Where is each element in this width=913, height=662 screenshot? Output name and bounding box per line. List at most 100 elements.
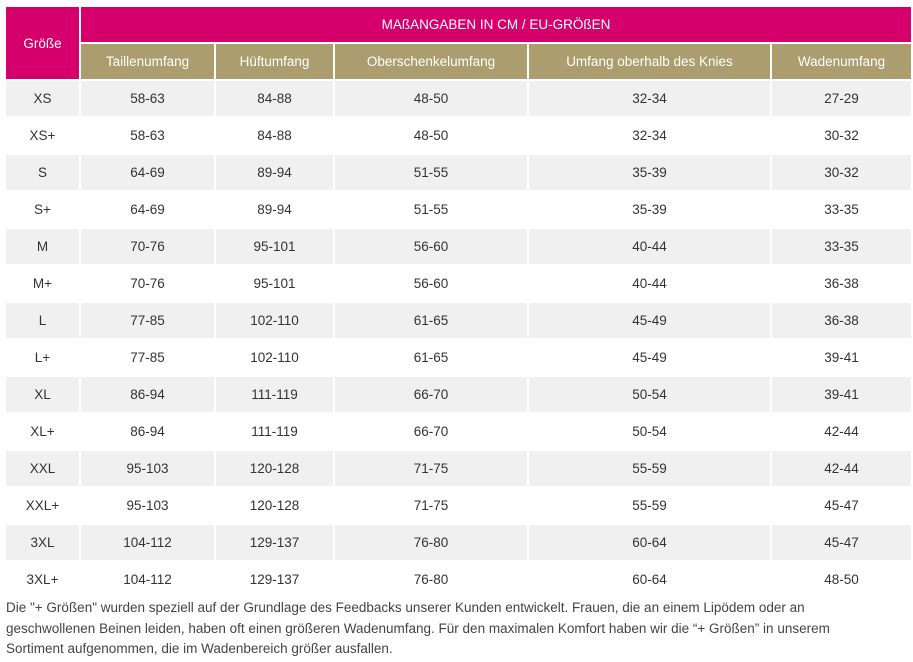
waist-cell: 70-76 (81, 266, 216, 303)
thigh-cell: 48-50 (335, 118, 529, 155)
size-cell: S (6, 155, 81, 192)
size-cell: 3XL+ (6, 562, 81, 599)
hip-cell: 129-137 (216, 525, 335, 562)
calf-cell: 33-35 (772, 229, 912, 266)
thigh-cell: 66-70 (335, 414, 529, 451)
waist-cell: 77-85 (81, 303, 216, 340)
calf-cell: 36-38 (772, 266, 912, 303)
hip-cell: 84-88 (216, 118, 335, 155)
table-row: L 77-85 102-110 61-65 45-49 36-38 (6, 303, 912, 340)
size-cell: L+ (6, 340, 81, 377)
thigh-cell: 56-60 (335, 266, 529, 303)
calf-cell: 36-38 (772, 303, 912, 340)
table-row: M+ 70-76 95-101 56-60 40-44 36-38 (6, 266, 912, 303)
calf-cell: 45-47 (772, 525, 912, 562)
calf-cell: 48-50 (772, 562, 912, 599)
size-cell: XL (6, 377, 81, 414)
thigh-cell: 51-55 (335, 155, 529, 192)
size-cell: XXL+ (6, 488, 81, 525)
thigh-cell: 61-65 (335, 340, 529, 377)
thigh-cell: 51-55 (335, 192, 529, 229)
hip-cell: 95-101 (216, 266, 335, 303)
table-row: 3XL 104-112 129-137 76-80 60-64 45-47 (6, 525, 912, 562)
thigh-cell: 48-50 (335, 81, 529, 118)
hip-cell: 120-128 (216, 451, 335, 488)
table-row: XS 58-63 84-88 48-50 32-34 27-29 (6, 81, 912, 118)
hip-cell: 89-94 (216, 155, 335, 192)
waist-cell: 77-85 (81, 340, 216, 377)
measurements-group-header: MAßANGABEN IN CM / EU-GRÖßEN (81, 7, 912, 44)
thigh-cell: 56-60 (335, 229, 529, 266)
above-knee-cell: 40-44 (529, 266, 772, 303)
hip-cell: 120-128 (216, 488, 335, 525)
waist-cell: 70-76 (81, 229, 216, 266)
table-row: L+ 77-85 102-110 61-65 45-49 39-41 (6, 340, 912, 377)
thigh-cell: 66-70 (335, 377, 529, 414)
size-cell: L (6, 303, 81, 340)
above-knee-cell: 40-44 (529, 229, 772, 266)
hip-cell: 129-137 (216, 562, 335, 599)
waist-cell: 104-112 (81, 525, 216, 562)
waist-cell: 86-94 (81, 377, 216, 414)
hip-cell: 95-101 (216, 229, 335, 266)
calf-cell: 30-32 (772, 155, 912, 192)
waist-cell: 64-69 (81, 192, 216, 229)
table-row: XL+ 86-94 111-119 66-70 50-54 42-44 (6, 414, 912, 451)
thigh-cell: 76-80 (335, 525, 529, 562)
footnote-text: Die "+ Größen" wurden speziell auf der G… (6, 600, 830, 656)
calf-cell: 42-44 (772, 451, 912, 488)
table-row: 3XL+ 104-112 129-137 76-80 60-64 48-50 (6, 562, 912, 599)
size-cell: M+ (6, 266, 81, 303)
waist-cell: 104-112 (81, 562, 216, 599)
hip-cell: 102-110 (216, 340, 335, 377)
column-header-calf: Wadenumfang (772, 44, 912, 81)
table-row: XS+ 58-63 84-88 48-50 32-34 30-32 (6, 118, 912, 155)
size-cell: 3XL (6, 525, 81, 562)
size-cell: XS+ (6, 118, 81, 155)
table-row: M 70-76 95-101 56-60 40-44 33-35 (6, 229, 912, 266)
above-knee-cell: 50-54 (529, 414, 772, 451)
size-cell: S+ (6, 192, 81, 229)
calf-cell: 39-41 (772, 340, 912, 377)
calf-cell: 33-35 (772, 192, 912, 229)
thigh-cell: 71-75 (335, 451, 529, 488)
calf-cell: 45-47 (772, 488, 912, 525)
table-row: S+ 64-69 89-94 51-55 35-39 33-35 (6, 192, 912, 229)
calf-cell: 30-32 (772, 118, 912, 155)
calf-cell: 27-29 (772, 81, 912, 118)
waist-cell: 95-103 (81, 451, 216, 488)
waist-cell: 58-63 (81, 118, 216, 155)
waist-cell: 95-103 (81, 488, 216, 525)
table-row: XL 86-94 111-119 66-70 50-54 39-41 (6, 377, 912, 414)
size-cell: XS (6, 81, 81, 118)
above-knee-cell: 45-49 (529, 303, 772, 340)
size-cell: XL+ (6, 414, 81, 451)
column-header-above-knee: Umfang oberhalb des Knies (529, 44, 772, 81)
waist-cell: 86-94 (81, 414, 216, 451)
above-knee-cell: 35-39 (529, 192, 772, 229)
above-knee-cell: 45-49 (529, 340, 772, 377)
table-row: XXL 95-103 120-128 71-75 55-59 42-44 (6, 451, 912, 488)
above-knee-cell: 60-64 (529, 525, 772, 562)
hip-cell: 111-119 (216, 377, 335, 414)
above-knee-cell: 32-34 (529, 118, 772, 155)
hip-cell: 89-94 (216, 192, 335, 229)
hip-cell: 102-110 (216, 303, 335, 340)
above-knee-cell: 60-64 (529, 562, 772, 599)
thigh-cell: 61-65 (335, 303, 529, 340)
above-knee-cell: 55-59 (529, 451, 772, 488)
column-header-waist: Taillenumfang (81, 44, 216, 81)
above-knee-cell: 50-54 (529, 377, 772, 414)
calf-cell: 39-41 (772, 377, 912, 414)
hip-cell: 84-88 (216, 81, 335, 118)
above-knee-cell: 55-59 (529, 488, 772, 525)
calf-cell: 42-44 (772, 414, 912, 451)
thigh-cell: 76-80 (335, 562, 529, 599)
above-knee-cell: 32-34 (529, 81, 772, 118)
table-row: XXL+ 95-103 120-128 71-75 55-59 45-47 (6, 488, 912, 525)
thigh-cell: 71-75 (335, 488, 529, 525)
size-cell: M (6, 229, 81, 266)
above-knee-cell: 35-39 (529, 155, 772, 192)
waist-cell: 58-63 (81, 81, 216, 118)
hip-cell: 111-119 (216, 414, 335, 451)
